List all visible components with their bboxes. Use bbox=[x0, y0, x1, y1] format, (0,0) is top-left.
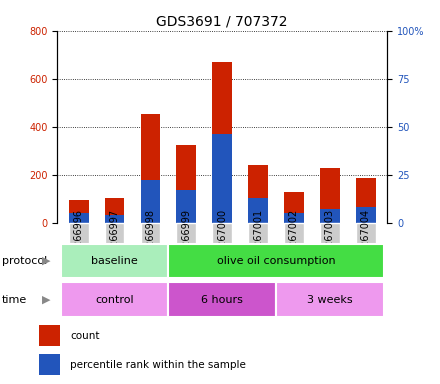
Bar bbox=[176, 145, 196, 223]
Bar bbox=[69, 200, 88, 223]
Bar bbox=[141, 114, 160, 223]
FancyBboxPatch shape bbox=[169, 282, 276, 317]
FancyBboxPatch shape bbox=[213, 223, 232, 254]
Text: GSM267002: GSM267002 bbox=[289, 209, 299, 268]
FancyBboxPatch shape bbox=[320, 223, 340, 254]
Text: baseline: baseline bbox=[91, 256, 138, 266]
Text: GSM266996: GSM266996 bbox=[74, 209, 84, 268]
Text: protocol: protocol bbox=[2, 256, 48, 266]
Text: GSM267004: GSM267004 bbox=[361, 209, 370, 268]
Text: GSM266999: GSM266999 bbox=[181, 209, 191, 268]
Text: 3 weeks: 3 weeks bbox=[307, 295, 352, 305]
Text: time: time bbox=[2, 295, 27, 305]
Text: olive oil consumption: olive oil consumption bbox=[216, 256, 335, 266]
FancyBboxPatch shape bbox=[61, 282, 169, 317]
FancyBboxPatch shape bbox=[169, 244, 384, 278]
FancyBboxPatch shape bbox=[276, 282, 384, 317]
Title: GDS3691 / 707372: GDS3691 / 707372 bbox=[157, 14, 288, 28]
Bar bbox=[213, 62, 232, 223]
Bar bbox=[356, 178, 376, 223]
Bar bbox=[248, 198, 268, 223]
Bar bbox=[320, 168, 340, 223]
Text: control: control bbox=[95, 295, 134, 305]
FancyBboxPatch shape bbox=[248, 223, 268, 254]
Text: GSM267000: GSM267000 bbox=[217, 209, 227, 268]
FancyBboxPatch shape bbox=[105, 223, 125, 254]
Bar bbox=[69, 213, 88, 223]
Text: GSM267001: GSM267001 bbox=[253, 209, 263, 268]
FancyBboxPatch shape bbox=[284, 223, 304, 254]
Bar bbox=[213, 134, 232, 223]
Bar bbox=[356, 207, 376, 223]
FancyBboxPatch shape bbox=[141, 223, 160, 254]
Bar bbox=[105, 197, 125, 223]
FancyBboxPatch shape bbox=[176, 223, 196, 254]
Bar bbox=[176, 190, 196, 223]
FancyBboxPatch shape bbox=[69, 223, 88, 254]
FancyBboxPatch shape bbox=[61, 244, 169, 278]
Text: GSM266998: GSM266998 bbox=[146, 209, 155, 268]
FancyBboxPatch shape bbox=[356, 223, 376, 254]
Bar bbox=[39, 325, 60, 346]
Text: percentile rank within the sample: percentile rank within the sample bbox=[70, 360, 246, 370]
Bar bbox=[320, 209, 340, 223]
Text: GSM267003: GSM267003 bbox=[325, 209, 335, 268]
Text: ▶: ▶ bbox=[42, 256, 51, 266]
Text: ▶: ▶ bbox=[42, 295, 51, 305]
Bar bbox=[248, 165, 268, 223]
Bar bbox=[141, 180, 160, 223]
Bar bbox=[39, 354, 60, 375]
Bar bbox=[105, 215, 125, 223]
Text: 6 hours: 6 hours bbox=[201, 295, 243, 305]
Bar bbox=[284, 192, 304, 223]
Text: GSM266997: GSM266997 bbox=[110, 209, 120, 268]
Text: count: count bbox=[70, 331, 100, 341]
Bar bbox=[284, 213, 304, 223]
